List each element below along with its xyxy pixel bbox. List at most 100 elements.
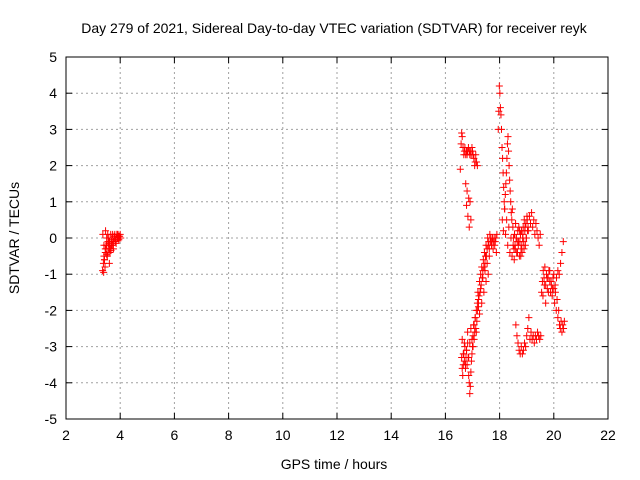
data-point — [458, 129, 466, 137]
data-point — [477, 285, 485, 293]
data-point — [481, 267, 489, 275]
data-point — [108, 238, 116, 246]
data-point — [551, 299, 559, 307]
data-point — [473, 162, 481, 170]
data-point — [511, 230, 519, 238]
data-point — [507, 209, 515, 217]
y-tick-label: 5 — [49, 49, 57, 65]
data-point — [467, 368, 475, 376]
data-point — [540, 281, 548, 289]
data-point — [554, 314, 562, 322]
data-point — [492, 248, 500, 256]
data-point — [508, 205, 516, 213]
data-point — [457, 140, 465, 148]
data-point — [528, 209, 536, 217]
data-point — [462, 180, 470, 188]
data-point — [558, 248, 566, 256]
data-point — [538, 288, 546, 296]
data-point — [109, 245, 117, 253]
data-point — [518, 241, 526, 249]
data-point — [116, 232, 124, 240]
data-point — [533, 227, 541, 235]
data-point — [503, 216, 511, 224]
data-point — [532, 220, 540, 228]
data-point — [499, 227, 507, 235]
data-point — [464, 212, 472, 220]
data-point — [496, 104, 504, 112]
chart-title: Day 279 of 2021, Sidereal Day-to-day VTE… — [81, 20, 587, 36]
data-point — [493, 230, 501, 238]
data-point — [468, 350, 476, 358]
data-point — [463, 201, 471, 209]
data-point — [465, 379, 473, 387]
data-point — [474, 296, 482, 304]
x-axis-label: GPS time / hours — [281, 456, 388, 472]
data-point — [520, 245, 528, 253]
data-point — [479, 274, 487, 282]
data-point — [559, 238, 567, 246]
data-point — [477, 281, 485, 289]
data-point — [461, 361, 469, 369]
data-point — [512, 220, 520, 228]
data-point — [534, 328, 542, 336]
data-point — [502, 180, 510, 188]
data-point — [460, 357, 468, 365]
data-point — [560, 317, 568, 325]
data-point — [478, 299, 486, 307]
data-point — [106, 241, 114, 249]
data-point — [473, 158, 481, 166]
data-point — [466, 339, 474, 347]
data-point — [542, 270, 550, 278]
data-point — [472, 151, 480, 159]
data-point — [480, 288, 488, 296]
y-tick-label: 2 — [49, 158, 57, 174]
data-point — [517, 252, 525, 260]
data-point — [99, 267, 107, 275]
data-point — [518, 350, 526, 358]
data-point — [555, 306, 563, 314]
x-tick-label: 12 — [329, 427, 345, 443]
data-point — [500, 198, 508, 206]
data-point — [114, 234, 122, 242]
data-point — [524, 227, 532, 235]
data-point — [506, 187, 514, 195]
data-point — [106, 248, 114, 256]
data-point — [471, 314, 479, 322]
data-point — [505, 162, 513, 170]
data-point — [522, 343, 530, 351]
data-point — [115, 236, 123, 244]
data-point — [476, 310, 484, 318]
data-point — [469, 343, 477, 351]
data-point — [480, 263, 488, 271]
data-point — [100, 268, 108, 276]
data-point — [485, 252, 493, 260]
data-point — [513, 332, 521, 340]
x-tick-label: 2 — [62, 427, 70, 443]
data-point — [512, 321, 520, 329]
data-point — [469, 147, 476, 155]
data-point — [489, 245, 497, 253]
data-point — [548, 292, 556, 300]
data-point — [468, 335, 476, 343]
data-point — [99, 230, 107, 238]
data-point — [553, 296, 561, 304]
data-point — [551, 288, 559, 296]
data-point — [543, 274, 551, 282]
data-point — [465, 194, 473, 202]
x-tick-label: 4 — [116, 427, 124, 443]
y-tick-label: -3 — [45, 339, 58, 355]
data-point — [476, 277, 484, 285]
y-tick-label: -1 — [45, 266, 58, 282]
data-point — [101, 263, 109, 271]
data-point — [459, 350, 467, 358]
data-point — [480, 248, 488, 256]
y-axis-label: SDTVAR / TECUs — [6, 182, 22, 294]
y-tick-label: 4 — [49, 85, 57, 101]
data-point — [524, 325, 532, 332]
data-point — [503, 140, 511, 148]
data-point — [509, 241, 517, 249]
data-point — [519, 346, 527, 354]
data-point — [486, 230, 494, 238]
data-point — [522, 234, 530, 242]
